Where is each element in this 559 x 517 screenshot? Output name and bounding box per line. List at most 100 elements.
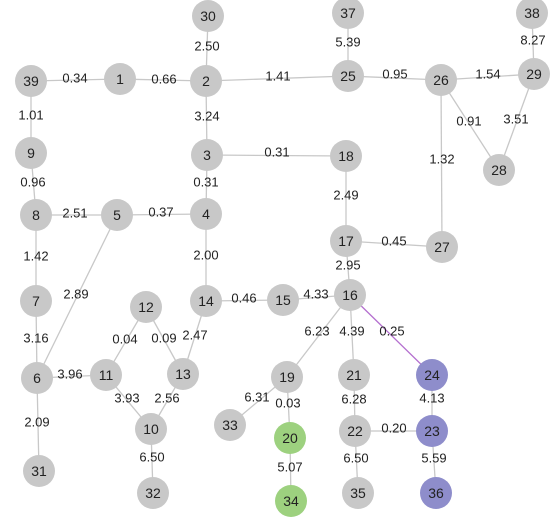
node-circle-20 — [274, 422, 306, 454]
node-label-9: 9 — [27, 145, 35, 161]
edge-weight-label-17-16: 2.95 — [335, 258, 360, 273]
node-label-37: 37 — [340, 5, 356, 21]
node-label-21: 21 — [346, 367, 362, 383]
node-label-8: 8 — [32, 207, 40, 223]
node-22: 22 — [339, 415, 371, 447]
node-circle-31 — [23, 455, 55, 487]
node-circle-1 — [104, 63, 136, 95]
node-circle-22 — [339, 415, 371, 447]
node-label-29: 29 — [526, 66, 542, 82]
edge-weight-label-20-34: 5.07 — [277, 460, 302, 475]
node-circle-37 — [332, 0, 364, 29]
edge-weight-label-16-19: 6.23 — [304, 324, 329, 339]
node-32: 32 — [137, 477, 169, 509]
edge-weight-label-24-23: 4.13 — [419, 391, 444, 406]
node-29: 29 — [518, 58, 550, 90]
edge-weight-label-6-11: 3.96 — [57, 367, 82, 382]
node-circle-19 — [271, 361, 303, 393]
node-label-15: 15 — [275, 292, 291, 308]
edge-weight-label-14-13: 2.47 — [182, 328, 207, 343]
node-circle-9 — [15, 137, 47, 169]
node-circle-29 — [518, 58, 550, 90]
node-label-32: 32 — [145, 485, 161, 501]
edge-weight-label-3-4: 0.31 — [193, 175, 218, 190]
edge-weight-label-39-1: 0.34 — [62, 71, 87, 86]
edge-16-24 — [349, 294, 433, 376]
node-label-13: 13 — [175, 366, 191, 382]
node-circle-15 — [267, 284, 299, 316]
node-7: 7 — [20, 285, 52, 317]
node-label-6: 6 — [33, 370, 41, 386]
node-circle-8 — [20, 199, 52, 231]
node-label-36: 36 — [428, 485, 444, 501]
edge-26-27 — [440, 79, 443, 248]
node-37: 37 — [332, 0, 364, 29]
node-4: 4 — [190, 198, 222, 230]
edge-weight-label-2-3: 3.24 — [194, 109, 219, 124]
edge-weight-label-14-15: 0.46 — [231, 291, 256, 306]
node-23: 23 — [416, 415, 448, 447]
node-circle-23 — [416, 415, 448, 447]
node-label-34: 34 — [283, 493, 299, 509]
edge-weight-label-2-25: 1.41 — [265, 69, 290, 84]
edge-weight-label-17-27: 0.45 — [381, 234, 406, 249]
node-label-10: 10 — [143, 421, 159, 437]
edge-weight-label-9-8: 0.96 — [20, 175, 45, 190]
node-35: 35 — [342, 477, 374, 509]
node-36: 36 — [420, 477, 452, 509]
edge-weight-label-23-36: 5.59 — [421, 451, 446, 466]
node-20: 20 — [274, 422, 306, 454]
node-label-25: 25 — [340, 68, 356, 84]
edge-weight-label-6-31: 2.09 — [24, 415, 49, 430]
node-33: 33 — [214, 409, 246, 441]
node-label-3: 3 — [203, 147, 211, 163]
edge-weight-label-26-27: 1.32 — [429, 152, 454, 167]
edge-weight-label-26-28: 0.91 — [456, 114, 481, 129]
node-9: 9 — [15, 137, 47, 169]
node-circle-7 — [20, 285, 52, 317]
node-34: 34 — [275, 485, 307, 517]
edge-labels-layer: 0.34 0.66 2.50 1.41 5.39 0.95 1.54 8.27 0.91 3.51… — [18, 33, 545, 475]
node-28: 28 — [483, 154, 515, 186]
node-16: 16 — [334, 279, 366, 311]
node-24: 24 — [416, 359, 448, 391]
edge-weight-label-25-37: 5.39 — [335, 35, 360, 50]
node-label-1: 1 — [116, 71, 124, 87]
edge-17-27 — [345, 240, 443, 248]
node-label-5: 5 — [113, 207, 121, 223]
node-label-39: 39 — [23, 73, 39, 89]
node-label-22: 22 — [347, 423, 363, 439]
edge-weight-label-39-9: 1.01 — [18, 108, 43, 123]
node-circle-27 — [426, 231, 458, 263]
edge-weight-label-12-11: 0.04 — [112, 332, 137, 347]
edge-weight-label-7-6: 3.16 — [23, 331, 48, 346]
node-label-35: 35 — [350, 485, 366, 501]
node-circle-16 — [334, 279, 366, 311]
node-3: 3 — [191, 139, 223, 171]
edge-weight-label-13-10: 2.56 — [154, 391, 179, 406]
node-label-31: 31 — [31, 463, 47, 479]
node-circle-4 — [190, 198, 222, 230]
node-label-30: 30 — [200, 8, 216, 24]
edge-weight-label-15-16: 4.33 — [303, 287, 328, 302]
node-circle-2 — [190, 65, 222, 97]
node-label-38: 38 — [524, 5, 540, 21]
edge-5-6 — [36, 214, 118, 379]
node-5: 5 — [101, 199, 133, 231]
node-circle-17 — [330, 225, 362, 257]
node-circle-6 — [21, 362, 53, 394]
edge-26-28 — [440, 79, 500, 171]
edge-weight-label-19-20: 0.03 — [275, 396, 300, 411]
edge-29-28 — [498, 73, 535, 171]
node-label-27: 27 — [434, 239, 450, 255]
node-39: 39 — [15, 65, 47, 97]
edge-weight-label-12-13: 0.09 — [151, 331, 176, 346]
edge-16-19 — [286, 294, 351, 378]
node-label-14: 14 — [198, 293, 214, 309]
node-label-33: 33 — [222, 417, 238, 433]
node-circle-24 — [416, 359, 448, 391]
node-label-19: 19 — [279, 369, 295, 385]
node-label-28: 28 — [491, 162, 507, 178]
edge-weight-label-29-28: 3.51 — [503, 112, 528, 127]
